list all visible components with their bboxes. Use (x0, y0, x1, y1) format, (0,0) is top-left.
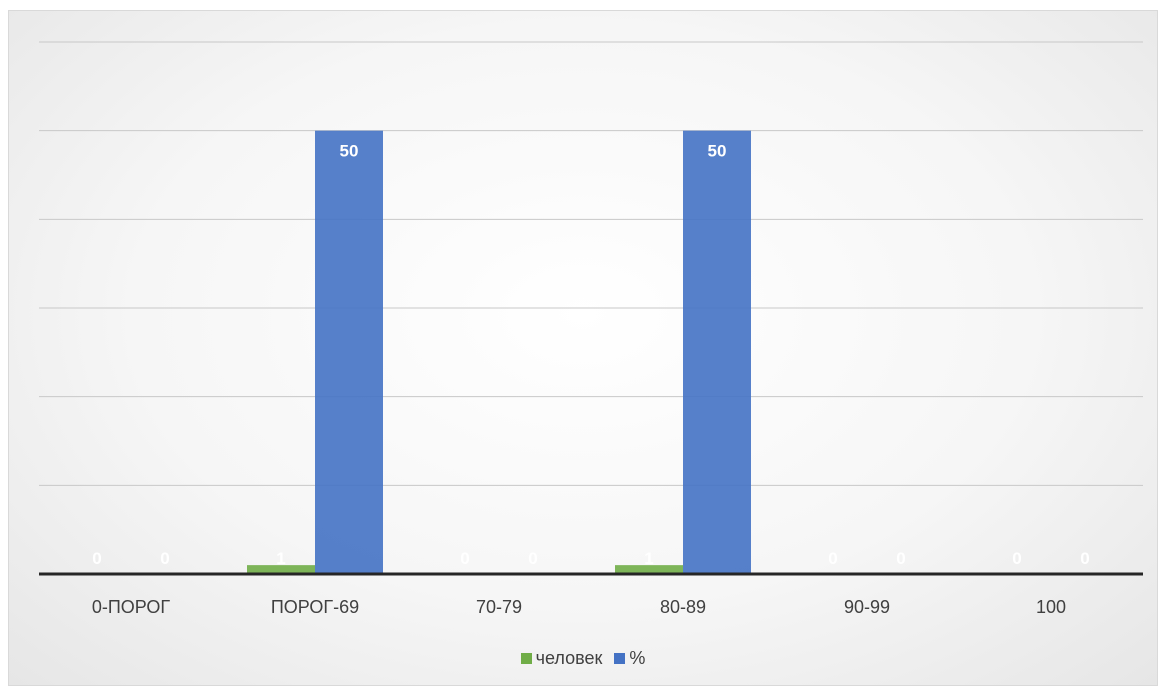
category-label-0: 0-ПОРОГ (92, 597, 171, 617)
category-label-4: 90-99 (844, 597, 890, 617)
category-label-5: 100 (1036, 597, 1066, 617)
legend-label-percent: % (629, 648, 646, 668)
data-label-percent-5: 0 (1080, 549, 1089, 568)
category-label-1: ПОРОГ-69 (271, 597, 359, 617)
bar-chelovek-1 (247, 565, 315, 574)
data-label-percent-3: 50 (708, 142, 727, 161)
data-label-chelovek-2: 0 (460, 549, 469, 568)
data-label-chelovek-4: 0 (828, 549, 837, 568)
data-label-chelovek-3: 1 (644, 549, 653, 568)
chart-area: 0 0 0-ПОРОГ 1 50 ПОРОГ-69 0 0 70-79 1 50 80-89 0 0 90-… (8, 10, 1158, 686)
bar-percent-3 (683, 130, 751, 574)
legend-label-chelovek: человек (535, 648, 603, 668)
category-label-2: 70-79 (476, 597, 522, 617)
bar-chelovek-3 (615, 565, 683, 574)
data-label-percent-2: 0 (528, 549, 537, 568)
data-label-chelovek-1: 1 (276, 549, 285, 568)
data-label-percent-0: 0 (160, 549, 169, 568)
legend-swatch-chelovek (520, 653, 532, 664)
data-label-chelovek-0: 0 (92, 549, 101, 568)
legend-swatch-percent (614, 653, 626, 664)
data-label-chelovek-5: 0 (1012, 549, 1021, 568)
chart-legend: человек % (9, 648, 1157, 669)
legend-item-percent: % (614, 648, 645, 669)
data-label-percent-4: 0 (896, 549, 905, 568)
data-label-percent-1: 50 (340, 142, 359, 161)
bar-chart-plot: 0 0 0-ПОРОГ 1 50 ПОРОГ-69 0 0 70-79 1 50 80-89 0 0 90-… (39, 41, 1143, 617)
bar-percent-1 (315, 130, 383, 574)
category-label-3: 80-89 (660, 597, 706, 617)
legend-item-chelovek: человек (520, 648, 603, 669)
